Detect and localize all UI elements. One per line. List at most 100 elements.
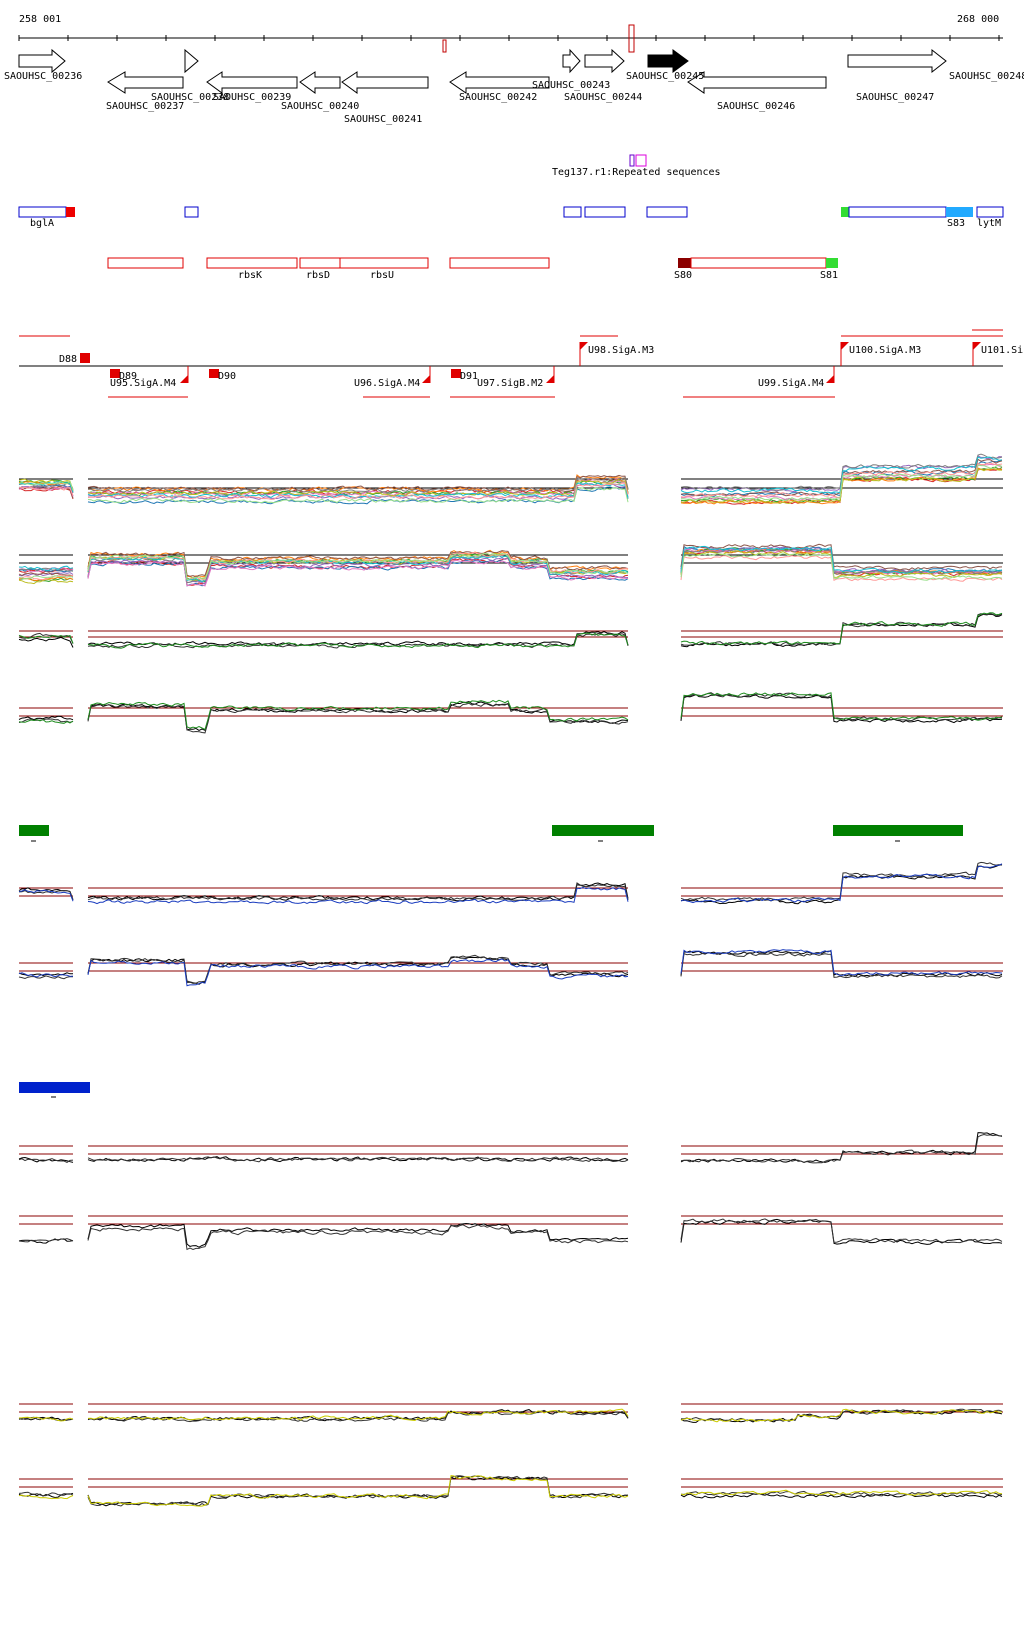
axis-marker bbox=[442, 39, 447, 53]
expression-trace bbox=[680, 545, 1003, 574]
expression-trace bbox=[680, 692, 1003, 722]
expression-trace bbox=[18, 1494, 74, 1500]
regulatory-label: U100.SigA.M3 bbox=[849, 345, 921, 356]
green-block[interactable] bbox=[833, 825, 963, 836]
expression-trace bbox=[680, 861, 1003, 902]
expression-trace bbox=[680, 464, 1003, 502]
blue-block[interactable] bbox=[19, 1082, 90, 1093]
feature-box-green-start bbox=[841, 207, 849, 217]
feature-label: rbsK bbox=[238, 270, 262, 281]
expression-trace bbox=[87, 958, 629, 987]
gene-labels: SAOUHSC_00236 SAOUHSC_00237 SAOUHSC_0023… bbox=[4, 71, 1024, 125]
repeat-label: Teg137.r1:Repeated sequences bbox=[552, 167, 721, 178]
expression-trace bbox=[680, 467, 1002, 505]
expression-trace bbox=[680, 550, 1003, 578]
gene-arrow[interactable] bbox=[299, 71, 341, 94]
expression-trace bbox=[87, 1222, 629, 1248]
expression-trace bbox=[18, 572, 74, 577]
repeat-marker[interactable] bbox=[629, 154, 635, 167]
expression-trace bbox=[18, 1238, 74, 1243]
expression-trace bbox=[680, 950, 1003, 978]
expression-trace bbox=[680, 1133, 1003, 1164]
expression-trace bbox=[18, 480, 74, 491]
expression-trace bbox=[680, 951, 1003, 979]
feature-label: bglA bbox=[30, 218, 54, 229]
green-block[interactable] bbox=[19, 825, 49, 836]
expression-trace bbox=[87, 559, 629, 587]
tss-flag[interactable] bbox=[546, 375, 554, 383]
expression-trace bbox=[87, 477, 629, 494]
feature-box[interactable] bbox=[107, 257, 184, 269]
gene-arrow[interactable] bbox=[687, 71, 827, 94]
feature-box[interactable] bbox=[18, 206, 67, 218]
gene-arrow[interactable] bbox=[584, 48, 625, 74]
tss-flag[interactable] bbox=[841, 342, 849, 350]
regulatory-label: U99.SigA.M4 bbox=[758, 378, 824, 389]
regulatory-label: D91 bbox=[460, 371, 478, 382]
expression-trace bbox=[87, 1224, 629, 1251]
tss-flag[interactable] bbox=[826, 375, 834, 383]
expression-trace bbox=[680, 949, 1003, 976]
expression-trace bbox=[18, 565, 74, 571]
promoter-box[interactable] bbox=[80, 353, 90, 363]
gene-arrow[interactable] bbox=[206, 71, 298, 94]
regulatory-label: U98.SigA.M3 bbox=[588, 345, 654, 356]
gene-track bbox=[18, 48, 947, 94]
expression-trace bbox=[18, 572, 74, 577]
feature-label: S81 bbox=[820, 270, 838, 281]
gene-arrow[interactable] bbox=[341, 71, 429, 94]
feature-box[interactable] bbox=[976, 206, 1004, 218]
gene-label: SAOUHSC_00240 bbox=[281, 101, 359, 112]
feature-box[interactable] bbox=[690, 257, 827, 269]
expression-trace bbox=[18, 567, 74, 573]
regulatory-track: D88 D89 U95.SigA.M4 D90 U96.SigA.M4 D91 … bbox=[19, 329, 1023, 398]
expression-trace bbox=[18, 1492, 74, 1499]
expression-trace bbox=[18, 1416, 74, 1422]
feature-box[interactable] bbox=[848, 206, 947, 218]
expression-trace bbox=[680, 543, 1003, 571]
repeat-marker[interactable] bbox=[635, 154, 647, 167]
tss-flag[interactable] bbox=[180, 375, 188, 383]
expression-trace bbox=[18, 889, 74, 902]
expression-trace bbox=[680, 555, 1003, 582]
expression-trace bbox=[87, 552, 629, 581]
tss-flag[interactable] bbox=[580, 342, 588, 350]
green-block[interactable] bbox=[552, 825, 654, 836]
gene-arrow[interactable] bbox=[18, 48, 66, 74]
expression-trace bbox=[18, 478, 74, 491]
feature-box[interactable] bbox=[299, 257, 341, 269]
expression-trace bbox=[87, 1156, 629, 1163]
gene-arrow[interactable] bbox=[562, 48, 581, 74]
feature-box[interactable] bbox=[646, 206, 688, 218]
feature-box[interactable] bbox=[184, 206, 199, 218]
tss-flag[interactable] bbox=[973, 342, 981, 350]
expression-trace bbox=[87, 699, 629, 731]
expression-trace bbox=[18, 1158, 74, 1163]
feature-box[interactable] bbox=[339, 257, 429, 269]
axis-marker bbox=[628, 24, 635, 53]
feature-label: rbsD bbox=[306, 270, 330, 281]
regulatory-label: D89 bbox=[119, 371, 137, 382]
tss-flag[interactable] bbox=[422, 375, 430, 383]
expression-trace bbox=[680, 553, 1003, 581]
expression-trace bbox=[87, 886, 629, 905]
feature-box[interactable] bbox=[206, 257, 298, 269]
promoter-box[interactable] bbox=[110, 369, 120, 378]
gene-arrow[interactable] bbox=[184, 48, 199, 74]
expression-trace bbox=[18, 890, 74, 900]
expression-trace bbox=[680, 1132, 1003, 1163]
blue-feature-track: bglA S83 lytM bbox=[18, 206, 1004, 229]
expression-trace bbox=[680, 456, 1003, 494]
feature-box[interactable] bbox=[584, 206, 626, 218]
gene-arrow[interactable] bbox=[449, 71, 550, 94]
feature-box-red-end bbox=[66, 207, 75, 217]
red-feature-track: rbsK rbsD rbsU S80 S81 bbox=[107, 257, 838, 281]
expression-trace bbox=[87, 479, 629, 497]
promoter-box[interactable] bbox=[209, 369, 219, 378]
feature-box[interactable] bbox=[449, 257, 550, 269]
gene-arrow[interactable] bbox=[847, 48, 947, 74]
gene-arrow-highlighted[interactable] bbox=[647, 49, 689, 73]
gene-arrow[interactable] bbox=[107, 71, 184, 94]
feature-box[interactable] bbox=[563, 206, 582, 218]
promoter-box[interactable] bbox=[451, 369, 461, 378]
